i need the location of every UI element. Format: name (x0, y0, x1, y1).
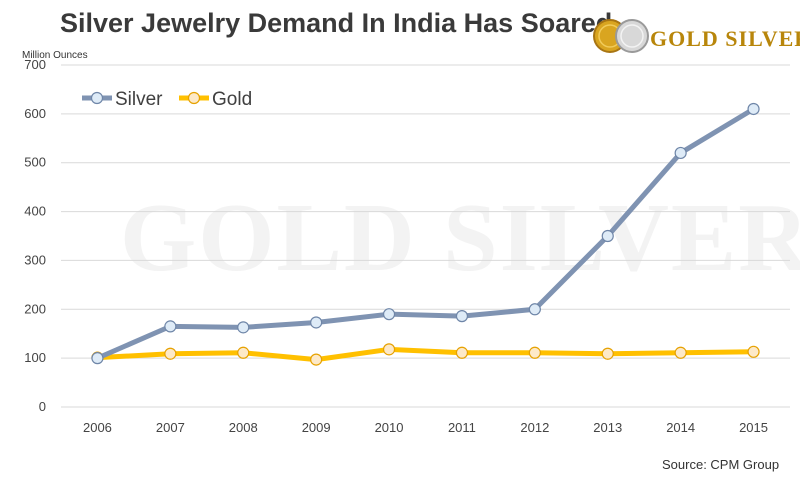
chart-title: Silver Jewelry Demand In India Has Soare… (60, 8, 613, 38)
x-tick-label: 2009 (302, 420, 331, 435)
y-tick-label: 300 (24, 252, 46, 267)
data-point-silver (455, 310, 469, 323)
y-tick-label: 200 (24, 301, 46, 316)
data-point-gold (455, 346, 469, 359)
x-tick-label: 2014 (666, 420, 695, 435)
x-tick-label: 2011 (448, 420, 476, 435)
y-axis: 0 100 200 300 400 500 600 700 (24, 57, 46, 414)
data-point-silver (747, 102, 760, 116)
y-axis-unit-label: Million Ounces (22, 50, 88, 61)
data-point-gold (237, 346, 250, 359)
data-point-silver (164, 320, 177, 333)
y-tick-label: 400 (24, 204, 46, 219)
data-point-silver (528, 303, 541, 316)
data-point-silver (601, 229, 614, 243)
series-line-silver (94, 106, 757, 361)
gold-silver-logo (592, 12, 792, 62)
y-tick-label: 100 (24, 350, 46, 365)
x-tick-label: 2007 (156, 420, 185, 435)
data-point-silver (237, 321, 250, 334)
data-point-gold (601, 347, 614, 360)
x-axis: 2006 2007 2008 2009 2010 2011 2012 2013 2014 2015 (83, 420, 768, 435)
x-tick-label: 2012 (520, 420, 549, 435)
x-tick-label: 2013 (593, 420, 622, 435)
x-tick-label: 2006 (83, 420, 112, 435)
data-point-gold (674, 346, 687, 359)
gridlines (61, 64, 790, 408)
legend-label-silver: Silver (115, 89, 163, 110)
data-point-silver (674, 146, 687, 160)
series-group (91, 102, 760, 366)
data-point-gold (747, 345, 760, 358)
series-line-gold (94, 346, 757, 363)
y-tick-label: 700 (24, 57, 46, 72)
y-tick-label: 600 (24, 106, 46, 121)
x-tick-label: 2010 (375, 420, 404, 435)
logo-text: GOLD SILVER (650, 26, 800, 51)
x-tick-label: 2015 (739, 420, 768, 435)
legend-label-gold: Gold (212, 89, 252, 110)
coins-icon (593, 19, 649, 53)
data-point-gold (528, 346, 541, 359)
x-tick-label: 2008 (229, 420, 258, 435)
y-tick-label: 500 (24, 155, 46, 170)
y-tick-label: 0 (39, 399, 46, 414)
legend-marker-silver (90, 91, 104, 105)
data-point-silver (310, 316, 323, 329)
legend: Silver Gold (82, 89, 252, 110)
legend-marker-gold (187, 91, 201, 105)
data-point-gold (164, 347, 177, 360)
data-point-silver (382, 308, 396, 321)
watermark: GOLD SILVER (120, 184, 800, 292)
data-point-gold (310, 353, 323, 366)
data-point-silver (91, 352, 104, 365)
source-note: Source: CPM Group (662, 457, 780, 472)
data-point-gold (382, 343, 396, 356)
